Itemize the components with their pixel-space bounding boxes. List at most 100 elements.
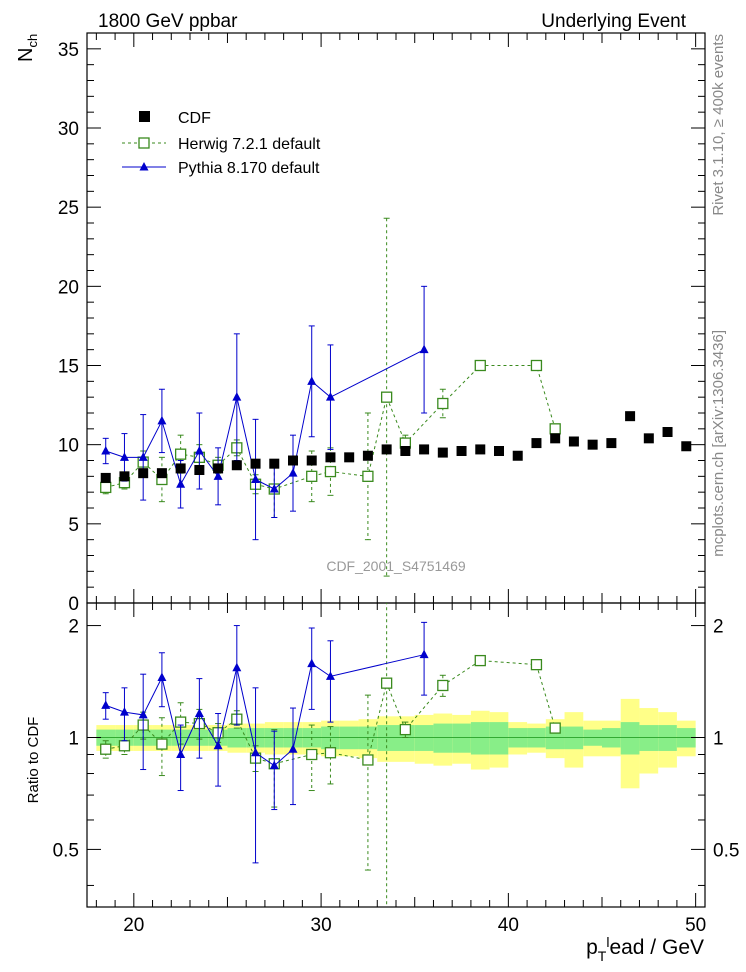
main-y-tick-label: 10 bbox=[58, 436, 79, 457]
pythia-point bbox=[325, 392, 335, 401]
pythia-point bbox=[194, 446, 204, 455]
cdf-point bbox=[643, 433, 654, 444]
pythia-point bbox=[269, 484, 279, 493]
x-tick-label: 40 bbox=[498, 915, 519, 936]
herwig-point bbox=[530, 359, 543, 372]
pythia-series bbox=[101, 285, 429, 541]
ratio-band-inner bbox=[489, 722, 509, 755]
main-y-tick-label: 5 bbox=[68, 515, 79, 536]
herwig-point bbox=[362, 470, 374, 482]
herwig-point bbox=[549, 423, 561, 435]
ratio-herwig-point bbox=[100, 743, 112, 755]
cdf-point bbox=[100, 472, 111, 483]
ratio-band-inner bbox=[452, 723, 471, 753]
legend-label: Pythia 8.170 default bbox=[178, 160, 320, 177]
header-right-title: Underlying Event bbox=[541, 11, 686, 32]
cdf-point bbox=[531, 438, 542, 449]
ratio-herwig-point bbox=[530, 659, 543, 671]
main-y-tick-label: 35 bbox=[58, 40, 79, 61]
legend-label: CDF bbox=[178, 110, 211, 127]
pythia-point bbox=[176, 479, 186, 488]
ratio-pythia-point bbox=[157, 672, 167, 681]
cdf-point bbox=[475, 444, 486, 455]
cdf-point bbox=[400, 446, 411, 456]
main-panel: 0 5 10 15 20 25 30 35 CDF_2001_S4751469 bbox=[58, 32, 706, 615]
herwig-point bbox=[306, 470, 318, 482]
cdf-point bbox=[662, 427, 673, 437]
pythia-point bbox=[419, 344, 429, 354]
cdf-point bbox=[138, 468, 149, 479]
ratio-herwig-point bbox=[324, 747, 337, 759]
cdf-point bbox=[175, 463, 186, 474]
main-y-tick-label: 20 bbox=[58, 277, 79, 298]
cdf-point bbox=[681, 441, 692, 452]
cdf-point bbox=[362, 450, 373, 461]
cdf-point bbox=[156, 468, 167, 479]
ratio-herwig-point bbox=[156, 738, 168, 750]
ratio-herwig-point bbox=[380, 677, 393, 689]
cdf-series bbox=[100, 411, 692, 483]
legend: CDF Herwig 7.2.1 default Pythia 8.170 defa… bbox=[122, 110, 321, 177]
x-axis-label: pTlead / GeV bbox=[586, 934, 704, 964]
pythia-point bbox=[138, 452, 148, 461]
analysis-watermark: CDF_2001_S4751469 bbox=[326, 558, 466, 574]
x-tick-label: 30 bbox=[311, 915, 332, 936]
ratio-pythia-point bbox=[176, 749, 186, 759]
cdf-point bbox=[512, 450, 523, 461]
svg-text:Nch: Nch bbox=[15, 34, 40, 62]
pythia-point bbox=[251, 474, 261, 483]
ratio-pythia-point bbox=[419, 649, 429, 659]
pythia-point bbox=[307, 376, 317, 385]
pythia-line bbox=[105, 349, 425, 490]
ratio-y-tick-label-right: 2 bbox=[713, 617, 724, 638]
mcplots-label: mcplots.cern.ch [arXiv:1306.3436] bbox=[710, 330, 727, 557]
header-left-title: 1800 GeV ppbar bbox=[98, 11, 238, 32]
cdf-point bbox=[625, 411, 636, 422]
pythia-point bbox=[232, 392, 242, 401]
legend-label: Herwig 7.2.1 default bbox=[178, 136, 321, 153]
ratio-pythia-point bbox=[325, 671, 335, 680]
ratio-pythia-point bbox=[269, 760, 279, 770]
herwig-point bbox=[437, 397, 449, 410]
ratio-herwig-point bbox=[306, 748, 318, 761]
ratio-pythia-point bbox=[194, 708, 204, 718]
ratio-pythia-point bbox=[119, 707, 129, 716]
ratio-herwig-point bbox=[437, 679, 449, 692]
cdf-point bbox=[381, 444, 392, 455]
pythia-point bbox=[288, 468, 298, 477]
cdf-point bbox=[606, 438, 617, 449]
pythia-point bbox=[213, 471, 223, 480]
ratio-band-inner bbox=[658, 725, 677, 751]
ratio-band-inner bbox=[639, 725, 659, 751]
ratio-pythia-point bbox=[213, 740, 223, 750]
main-y-tick-label: 30 bbox=[58, 119, 79, 140]
cdf-point bbox=[419, 444, 430, 455]
cdf-point bbox=[250, 458, 261, 469]
cdf-point bbox=[213, 463, 224, 474]
cdf-point bbox=[288, 455, 298, 466]
cdf-point bbox=[194, 465, 205, 475]
ratio-pythia-line bbox=[105, 654, 425, 767]
ratio-y-tick-label-right: 1 bbox=[713, 728, 724, 749]
ratio-pythia-point bbox=[307, 658, 317, 668]
cdf-point bbox=[494, 446, 504, 456]
main-y-tick-label: 15 bbox=[58, 357, 79, 378]
ratio-herwig-point bbox=[362, 754, 374, 766]
ratio-herwig-point bbox=[474, 654, 486, 667]
cdf-point bbox=[119, 471, 130, 482]
cdf-point bbox=[306, 455, 317, 466]
herwig-point bbox=[174, 448, 187, 460]
herwig-point bbox=[324, 465, 337, 478]
herwig-point bbox=[380, 391, 393, 403]
pythia-point bbox=[157, 415, 167, 425]
ratio-band-inner bbox=[433, 723, 453, 753]
ratio-pythia-point bbox=[138, 709, 148, 719]
pythia-point bbox=[101, 446, 111, 455]
ratio-y-tick-label-right: 0.5 bbox=[713, 840, 739, 861]
x-tick-label: 20 bbox=[123, 915, 144, 936]
ratio-y-tick-label: 2 bbox=[68, 617, 79, 638]
ratio-band-inner bbox=[377, 725, 396, 751]
ratio-pythia-point bbox=[288, 744, 298, 753]
herwig-point bbox=[100, 481, 112, 494]
legend-marker-herwig bbox=[138, 137, 150, 149]
